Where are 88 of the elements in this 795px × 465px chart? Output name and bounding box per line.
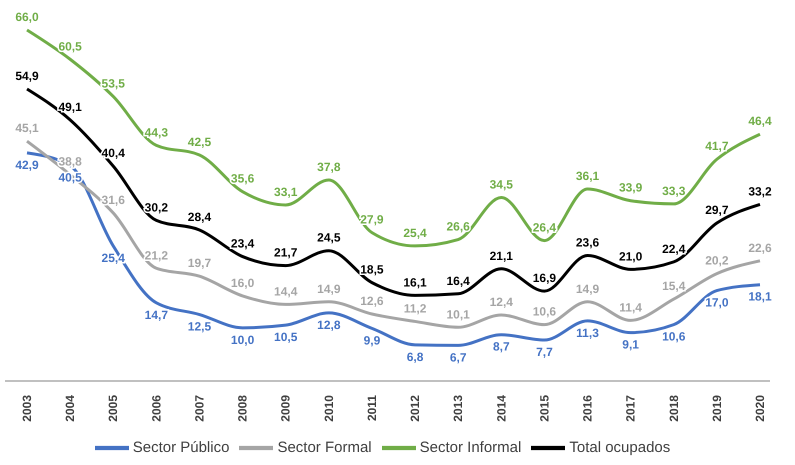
data-label: 9,9 xyxy=(364,333,381,348)
data-label: 33,3 xyxy=(662,184,686,198)
data-label: 16,0 xyxy=(230,276,255,290)
data-label: 45,1 xyxy=(15,121,39,136)
data-label: 12,8 xyxy=(317,318,341,332)
data-label: 22,6 xyxy=(748,240,772,255)
data-label: 16,1 xyxy=(403,275,428,290)
data-label: 25,4 xyxy=(403,226,428,240)
data-label: 24,5 xyxy=(317,230,341,245)
x-tick-label: 2011 xyxy=(364,394,379,422)
legend-label: Sector Formal xyxy=(277,438,372,456)
data-label: 23,6 xyxy=(576,235,600,250)
data-label: 12,5 xyxy=(188,320,212,334)
data-label: 16,4 xyxy=(446,274,470,288)
x-tick-label: 2015 xyxy=(537,394,552,422)
data-label: 26,6 xyxy=(446,220,470,234)
data-label: 42,5 xyxy=(188,134,212,149)
data-label: 14,7 xyxy=(144,308,168,322)
x-tick-label: 2017 xyxy=(624,394,638,422)
x-tick-label: 2019 xyxy=(710,394,724,422)
data-label: 20,2 xyxy=(705,254,729,268)
data-label: 21,0 xyxy=(618,249,643,264)
data-label: 33,9 xyxy=(618,180,643,195)
x-tick-label: 2004 xyxy=(63,394,78,422)
data-label: 8,7 xyxy=(492,340,510,354)
data-label: 66,0 xyxy=(15,10,39,24)
data-label: 21,2 xyxy=(144,248,168,262)
data-label: 12,6 xyxy=(360,294,384,308)
data-label: 49,1 xyxy=(58,100,82,114)
data-label: 9,1 xyxy=(622,338,640,352)
data-label: 34,5 xyxy=(490,178,514,192)
data-label: 6,7 xyxy=(450,350,467,364)
data-label: 11,4 xyxy=(619,300,642,314)
data-label: 18,5 xyxy=(360,262,384,277)
data-label: 21,1 xyxy=(490,248,514,263)
data-label: 44,3 xyxy=(144,125,168,140)
data-label: 14,9 xyxy=(317,282,341,296)
data-label: 23,4 xyxy=(230,236,255,251)
data-label: 53,5 xyxy=(102,76,126,90)
data-label: 18,1 xyxy=(748,290,772,304)
data-label: 28,4 xyxy=(188,210,212,224)
x-tick-label: 2005 xyxy=(106,394,120,422)
legend-label: Sector Público xyxy=(132,438,230,456)
data-label: 10,6 xyxy=(662,330,686,344)
x-tick-label: 2008 xyxy=(236,394,250,422)
data-label: 12,4 xyxy=(490,295,514,310)
x-tick-label: 2013 xyxy=(451,394,466,422)
x-tick-label: 2018 xyxy=(666,394,681,422)
data-label: 46,4 xyxy=(748,114,772,128)
x-tick-label: 2020 xyxy=(753,394,767,422)
data-label: 22,4 xyxy=(662,242,686,256)
data-label: 36,1 xyxy=(576,169,600,184)
x-tick-label: 2006 xyxy=(149,394,164,422)
data-label: 19,7 xyxy=(188,256,212,270)
data-label: 35,6 xyxy=(230,172,255,186)
data-label: 21,7 xyxy=(274,246,298,260)
data-label: 14,4 xyxy=(274,284,298,298)
data-label: 10,1 xyxy=(446,307,470,322)
data-label: 41,7 xyxy=(705,139,729,154)
x-tick-label: 2010 xyxy=(322,394,336,422)
x-tick-label: 2007 xyxy=(192,394,206,422)
x-tick-label: 2016 xyxy=(580,394,595,422)
data-label: 26,4 xyxy=(532,220,556,235)
data-label: 42,9 xyxy=(15,158,39,172)
data-label: 10,5 xyxy=(274,330,298,344)
x-tick-label: 2009 xyxy=(278,394,293,422)
data-label: 29,7 xyxy=(705,203,729,218)
data-label: 30,2 xyxy=(144,200,168,214)
x-tick-label: 2003 xyxy=(20,394,34,422)
data-label: 60,5 xyxy=(58,39,82,54)
data-label: 15,4 xyxy=(662,279,686,294)
data-label: 17,0 xyxy=(705,296,729,310)
data-label: 6,8 xyxy=(406,350,424,364)
data-label: 33,1 xyxy=(274,184,298,199)
legend-label: Sector Informal xyxy=(420,438,522,456)
data-label: 11,3 xyxy=(576,326,600,340)
data-label: 10,6 xyxy=(532,304,556,319)
data-label: 14,9 xyxy=(576,282,600,296)
data-label: 16,9 xyxy=(532,271,556,286)
data-label: 7,7 xyxy=(536,345,554,360)
data-label: 10,0 xyxy=(230,332,255,347)
x-tick-label: 2014 xyxy=(494,394,508,422)
data-label: 33,2 xyxy=(748,184,772,198)
legend-label: Total ocupados xyxy=(569,438,670,456)
data-label: 37,8 xyxy=(317,160,341,174)
data-label: 11,2 xyxy=(404,301,427,316)
x-tick-label: 2012 xyxy=(408,394,422,422)
data-label: 54,9 xyxy=(15,69,39,84)
